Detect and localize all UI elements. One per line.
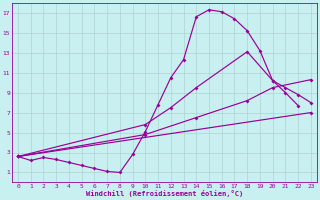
X-axis label: Windchill (Refroidissement éolien,°C): Windchill (Refroidissement éolien,°C) xyxy=(86,190,243,197)
